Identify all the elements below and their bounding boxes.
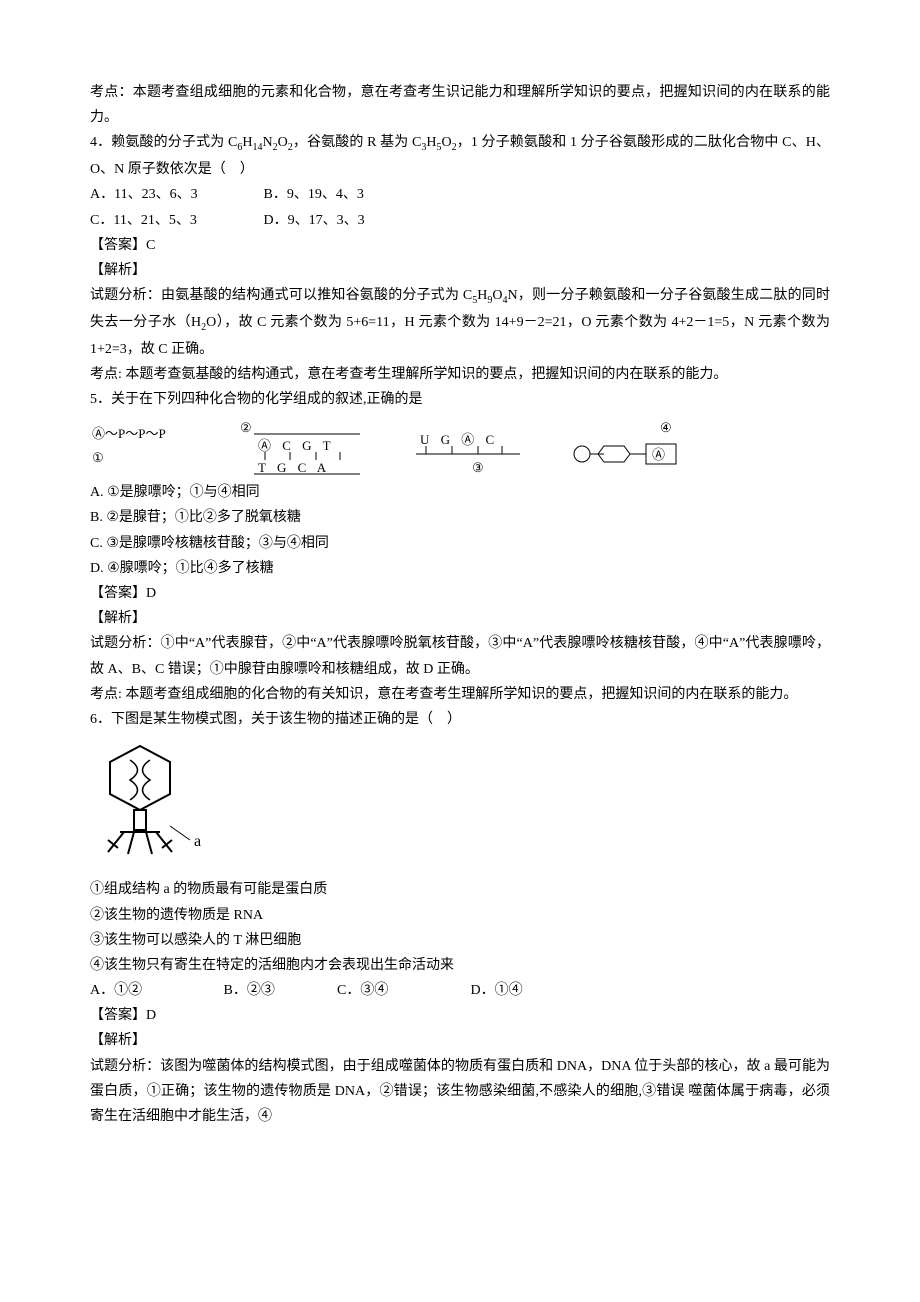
q5-diagram-atp: Ⓐ～P～P～P ① [90, 420, 200, 470]
q5-option-b: B. ②是腺苷；①比②多了脱氧核糖 [90, 505, 830, 530]
q6-option-a: A．①② [90, 978, 220, 1003]
q5-diagram-dna: ② Ⓐ C G T T G C A [240, 420, 370, 476]
phage-dna-icon [130, 760, 138, 800]
dna-svg: ② Ⓐ C G T T G C A [240, 420, 370, 476]
q4-stem-part: 4．赖氨酸的分子式为 C [90, 135, 237, 150]
q4-jiexi-part: O [492, 288, 502, 303]
atp-svg: Ⓐ～P～P～P ① [90, 420, 200, 470]
q6-statement-2: ②该生物的遗传物质是 RNA [90, 903, 830, 928]
phage-leg-icon [146, 832, 152, 854]
q6-jiexi-label: 【解析】 [90, 1028, 830, 1053]
q6-statement-4: ④该生物只有寄生在特定的活细胞内才会表现出生命活动来 [90, 953, 830, 978]
q4-stem-part: H [242, 135, 252, 150]
q6-stem: 6．下图是某生物模式图，关于该生物的描述正确的是（ ） [90, 707, 830, 732]
q4-option-b: B．9、19、4、3 [264, 187, 364, 202]
q6-option-c: C．③④ [337, 978, 467, 1003]
q4-jiexi-part: H [477, 288, 487, 303]
q4-jiexi-text: 试题分析：由氨基酸的结构通式可以推知谷氨酸的分子式为 C5H9O4N，则一分子赖… [90, 283, 830, 362]
phage-dna-icon [143, 760, 151, 800]
q4-jiexi-part: 试题分析：由氨基酸的结构通式可以推知谷氨酸的分子式为 C [90, 288, 472, 303]
q6-statement-3: ③该生物可以感染人的 T 淋巴细胞 [90, 928, 830, 953]
nt-label-4: ④ [660, 420, 672, 435]
q4-options-row1: A．11、23、6、3 B．9、19、4、3 [90, 182, 830, 207]
q4-option-d: D．9、17、3、3 [264, 213, 365, 228]
q5-answer: 【答案】D [90, 581, 830, 606]
q5-jiexi-text: 试题分析：①中“A”代表腺苷，②中“A”代表腺嘌呤脱氧核苷酸，③中“A”代表腺嘌… [90, 631, 830, 681]
q4-option-c: C．11、21、5、3 [90, 208, 260, 233]
atp-text: Ⓐ～P～P～P [92, 426, 166, 441]
q5-diagram: Ⓐ～P～P～P ① ② Ⓐ C G T T G C A U G Ⓐ C ③ [90, 420, 830, 476]
q4-kaodian: 考点: 本题考查氨基酸的结构通式，意在考查考生理解所学知识的要点，把握知识间的内… [90, 362, 830, 387]
rna-label-3: ③ [472, 460, 484, 475]
q6-statement-1: ①组成结构 a 的物质最有可能是蛋白质 [90, 877, 830, 902]
rna-svg: U G Ⓐ C ③ [410, 420, 530, 476]
q5-diagram-nucleotide: ④ Ⓐ [570, 420, 690, 476]
phage-leg-icon [156, 832, 172, 852]
nt-base-a: Ⓐ [652, 447, 665, 462]
q4-stem-part: O [278, 135, 288, 150]
q6-option-d: D．①④ [471, 983, 523, 998]
q4-answer: 【答案】C [90, 233, 830, 258]
kaodian-top: 考点：本题考查组成细胞的元素和化合物，意在考查考生识记能力和理解所学知识的要点，… [90, 80, 830, 130]
phage-label-line [170, 826, 190, 840]
q5-option-a: A. ①是腺嘌呤；①与④相同 [90, 480, 830, 505]
phage-head-icon [110, 746, 170, 810]
nt-phosphate-icon [574, 446, 590, 462]
q6-jiexi-text: 试题分析：该图为噬菌体的结构模式图，由于组成噬菌体的物质有蛋白质和 DNA，DN… [90, 1054, 830, 1130]
q6-options: A．①② B．②③ C．③④ D．①④ [90, 978, 830, 1003]
q5-stem: 5．关于在下列四种化合物的化学组成的叙述,正确的是 [90, 387, 830, 412]
q5-kaodian: 考点: 本题考查组成细胞的化合物的有关知识，意在考查考生理解所学知识的要点，把握… [90, 682, 830, 707]
phage-tail-icon [134, 810, 146, 830]
q4-stem-part: H [426, 135, 436, 150]
q6-option-b: B．②③ [224, 978, 334, 1003]
q5-option-c: C. ③是腺嘌呤核糖核苷酸；③与④相同 [90, 531, 830, 556]
q5-jiexi-label: 【解析】 [90, 606, 830, 631]
q4-jiexi-label: 【解析】 [90, 258, 830, 283]
q4-option-a: A．11、23、6、3 [90, 182, 260, 207]
dna-label-2: ② [240, 420, 252, 435]
q4-stem-part: O [442, 135, 452, 150]
phage-label-a: a [194, 833, 201, 850]
q4-stem-part: ，谷氨酸的 R 基为 C [293, 135, 422, 150]
dna-bottom-seq: T G C A [258, 460, 330, 475]
q6-answer: 【答案】D [90, 1003, 830, 1028]
nt-svg: ④ Ⓐ [570, 420, 690, 476]
phage-svg: a [90, 740, 230, 860]
q5-diagram-rna: U G Ⓐ C ③ [410, 420, 530, 476]
phage-leg-icon [108, 832, 124, 852]
q6-diagram: a [90, 740, 830, 869]
rna-seq: U G Ⓐ C [420, 432, 498, 447]
q4-stem: 4．赖氨酸的分子式为 C6H14N2O2，谷氨酸的 R 基为 C3H5O2，1 … [90, 130, 830, 182]
q4-sub: 14 [252, 142, 262, 153]
atp-label-1: ① [92, 450, 104, 465]
q4-stem-part: N [262, 135, 272, 150]
dna-top-seq: Ⓐ C G T [258, 438, 335, 453]
phage-leg-icon [128, 832, 134, 854]
q5-option-d: D. ④腺嘌呤；①比④多了核糖 [90, 556, 830, 581]
q4-options-row2: C．11、21、5、3 D．9、17、3、3 [90, 208, 830, 233]
